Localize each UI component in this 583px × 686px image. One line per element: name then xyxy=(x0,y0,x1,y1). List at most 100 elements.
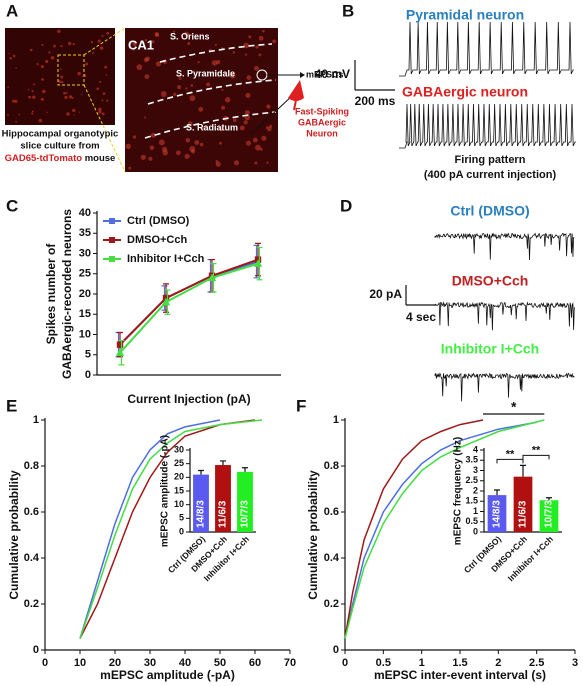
neuron-axon xyxy=(293,99,297,111)
caption: GAD65-tdTomato mouse xyxy=(5,153,116,164)
cell-dot xyxy=(190,149,196,154)
cell-dot xyxy=(41,43,44,46)
y-tick-label: 2.5 xyxy=(465,475,478,485)
cell-dot xyxy=(144,74,150,80)
cell-dot xyxy=(215,161,221,167)
cell-dot xyxy=(33,83,36,86)
caption: Hippocampal organotypic xyxy=(2,129,119,140)
y-tick-label: 30 xyxy=(174,444,184,454)
y-tick-label: 3.5 xyxy=(465,455,478,465)
cell-dot xyxy=(185,137,191,143)
trace xyxy=(434,301,575,331)
cell-dot xyxy=(61,80,64,84)
cell-dot xyxy=(63,91,66,95)
bar-label: 14/8/3 xyxy=(196,500,207,528)
cell-dot xyxy=(66,112,70,116)
y-tick-label: 0.4 xyxy=(24,552,40,564)
panel-label: F xyxy=(296,396,306,415)
cell-dot xyxy=(158,139,165,146)
cell-dot xyxy=(185,87,188,90)
scale-label: 200 ms xyxy=(355,94,396,108)
significance-label: ** xyxy=(532,444,541,456)
y-tick-label: 0.6 xyxy=(324,506,339,518)
y-axis-label: mEPSC amplitude (-pA) xyxy=(160,435,171,547)
cell-dot xyxy=(128,166,132,170)
panel-label: B xyxy=(342,1,354,20)
layer-border xyxy=(159,43,273,63)
trace xyxy=(434,232,575,261)
line xyxy=(119,258,259,346)
cell-dot xyxy=(144,38,148,42)
cell-dot xyxy=(260,148,263,151)
cell-dot xyxy=(246,75,252,81)
cell-dot xyxy=(211,60,218,66)
legend-swatch xyxy=(109,256,115,262)
cell-dot xyxy=(48,51,51,54)
x-tick-label: 1.5 xyxy=(452,657,467,669)
cell-dot xyxy=(232,118,237,123)
cell-dot xyxy=(45,59,49,64)
cell-dot xyxy=(7,113,9,116)
y-tick-label: 10 xyxy=(174,499,184,509)
line xyxy=(79,419,256,639)
legend-label: Inhibitor I+Cch xyxy=(127,253,205,265)
line xyxy=(344,419,545,639)
cell-dot xyxy=(132,135,137,139)
cell-dot xyxy=(28,95,31,98)
y-tick-label: 0.4 xyxy=(324,552,340,564)
cell-dot xyxy=(98,107,102,112)
cell-dot xyxy=(9,56,12,60)
cell-dot xyxy=(272,39,276,44)
cell-dot xyxy=(102,92,106,96)
y-tick-label: 0.8 xyxy=(24,460,39,472)
panel-label: C xyxy=(6,196,18,215)
cell-dot xyxy=(106,99,109,102)
y-tick-label: 20 xyxy=(79,288,91,300)
y-tick-label: 1 xyxy=(333,414,339,426)
cell-dot xyxy=(27,88,30,91)
x-tick-label: 40 xyxy=(179,657,191,669)
cell-dot xyxy=(72,108,76,113)
cell-dot xyxy=(215,59,221,65)
y-tick-label: 35 xyxy=(79,227,91,239)
cell-dot xyxy=(269,124,273,128)
cell-dot xyxy=(175,150,181,156)
cell-dot xyxy=(143,57,149,63)
neuron-icon xyxy=(288,80,304,101)
marker xyxy=(207,273,217,281)
scale-label: 40 mV xyxy=(315,67,350,81)
bar-label: 14/8/3 xyxy=(492,500,503,528)
cell-dot xyxy=(258,35,264,41)
cell-dot xyxy=(229,73,236,79)
cell-dot xyxy=(104,65,108,69)
cell-dot xyxy=(125,143,131,150)
cell-dot xyxy=(71,96,74,99)
cell-dot xyxy=(184,31,189,37)
cell-dot xyxy=(97,39,101,43)
cell-dot xyxy=(132,41,137,47)
y-tick-label: 0.6 xyxy=(24,506,39,518)
bar xyxy=(215,465,231,532)
scale-label: 20 pA xyxy=(369,287,402,301)
cell-dot xyxy=(50,56,55,60)
cell-dot xyxy=(254,161,258,165)
y-tick-label: 1.5 xyxy=(465,496,478,506)
layer-label: S. Pyramidale xyxy=(176,68,235,78)
y-tick-label: 1 xyxy=(473,506,478,516)
y-tick-label: 1 xyxy=(33,414,39,426)
cell-dot xyxy=(101,99,104,102)
y-tick-label: 5 xyxy=(85,349,91,361)
electrode xyxy=(249,95,293,136)
cell-dot xyxy=(96,87,100,91)
neuron-label: GABAergic xyxy=(298,117,346,127)
significance-label: * xyxy=(511,399,517,415)
cell-dot xyxy=(261,135,267,141)
x-tick-label: 0 xyxy=(42,657,48,669)
cell-dot xyxy=(68,95,73,99)
cell-dot xyxy=(187,42,191,46)
cell-dot xyxy=(219,127,224,132)
cell-dot xyxy=(7,86,10,89)
cell-dot xyxy=(98,110,102,114)
y-tick-label: 20 xyxy=(174,472,184,482)
x-tick-label: 0 xyxy=(342,657,348,669)
